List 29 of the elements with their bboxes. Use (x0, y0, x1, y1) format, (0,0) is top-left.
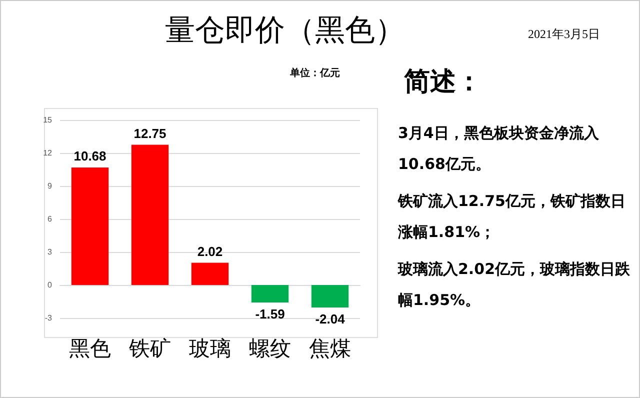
data-label: 10.68 (74, 148, 106, 164)
chart-title: 量仓即价（黑色） (164, 12, 406, 50)
y-tick-label: 15 (43, 116, 53, 124)
chart-subtitle: 单位：亿元 (290, 66, 340, 80)
text: 玻璃流入2.02亿元，玻璃指数日跌幅1.95%。 (398, 259, 632, 311)
text: 3月4日，黑色板块资金净流入10.68亿元。 (398, 123, 600, 175)
bar (251, 285, 289, 302)
y-tick-label: 3 (48, 248, 53, 256)
text: 简述： (404, 66, 482, 99)
x-tick-label: 焦煤 (309, 336, 351, 360)
text: 铁矿流入12.75亿元，铁矿指数日涨幅1.81%； (398, 191, 626, 243)
bar (131, 144, 169, 285)
data-label: -1.59 (255, 306, 285, 322)
x-tick-label: 黑色 (69, 336, 111, 360)
data-label: 12.75 (134, 126, 166, 141)
y-tick-label: 6 (48, 214, 53, 224)
y-tick-label: -3 (44, 314, 53, 322)
text: 2021年3月5日 (528, 26, 600, 43)
y-tick-label: 0 (48, 280, 53, 290)
x-tick-label: 铁矿 (128, 336, 171, 360)
y-tick-label: 9 (48, 182, 53, 190)
bar (311, 285, 349, 308)
x-tick-label: 玻璃 (189, 336, 231, 360)
data-label: 2.02 (197, 244, 223, 259)
x-tick-label: 螺纹 (249, 336, 291, 360)
bar (191, 262, 229, 285)
bar (71, 168, 109, 285)
data-label: -2.04 (315, 311, 346, 326)
y-tick-label: 12 (43, 148, 53, 158)
